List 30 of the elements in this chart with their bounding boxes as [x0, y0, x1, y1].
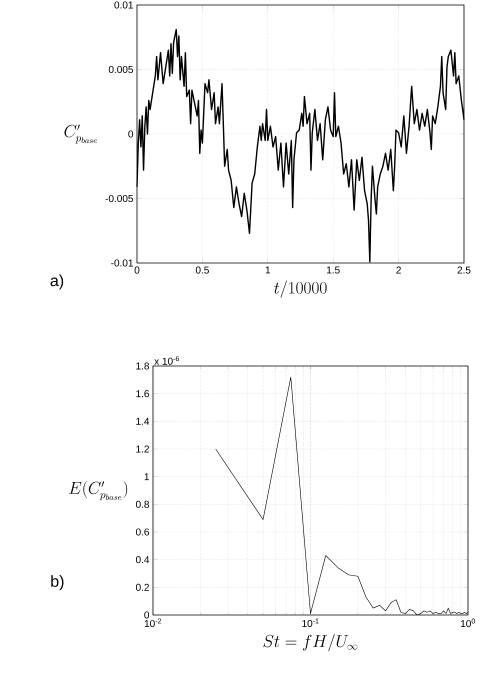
- y-axis-title: $E(C'_{p_{base}})$: [69, 480, 128, 500]
- x-tick-label: 2: [396, 266, 401, 274]
- y-tick-label: 0.005: [108, 66, 134, 74]
- x-tick-label: 2.5: [458, 266, 471, 274]
- text: b): [51, 575, 64, 590]
- text: a): [50, 274, 64, 290]
- x-axis-title: $t/10000$: [274, 280, 327, 298]
- y-tick-label: 1.6: [136, 390, 150, 398]
- y-tick-label: 0: [144, 611, 150, 619]
- y-tick-label: 0.4: [136, 556, 150, 564]
- y-tick-label: 0.6: [136, 528, 150, 536]
- y-tick-label: 1.4: [136, 418, 150, 425]
- y-tick-label: 1: [144, 473, 149, 480]
- y-tick-label: 0: [128, 130, 134, 138]
- x-tick-label: 10$^{-1}$: [302, 618, 319, 628]
- text: x 10$^{-6}$: [154, 356, 179, 365]
- y-tick-label: -0.01: [111, 259, 133, 267]
- y-tick-label: -0.005: [106, 194, 134, 202]
- x-tick-label: 0.5: [196, 266, 209, 274]
- y-axis-title: $C'_{p_{base}}$: [64, 124, 97, 144]
- x-tick-label: 10$^{0}$: [461, 618, 475, 628]
- x-axis-title: $St = fH/U_\infty$: [263, 634, 358, 652]
- y-tick-label: 0.8: [136, 500, 150, 508]
- y-tick-label: 1.8: [136, 362, 150, 370]
- x-tick-label: 1: [266, 266, 270, 274]
- y-tick-label: 0.01: [114, 1, 133, 9]
- y-tick-label: 0.2: [136, 584, 149, 591]
- x-tick-label: 1.5: [327, 266, 340, 274]
- x-tick-label: 10$^{-2}$: [144, 618, 162, 628]
- y-tick-label: 1.2: [136, 446, 149, 452]
